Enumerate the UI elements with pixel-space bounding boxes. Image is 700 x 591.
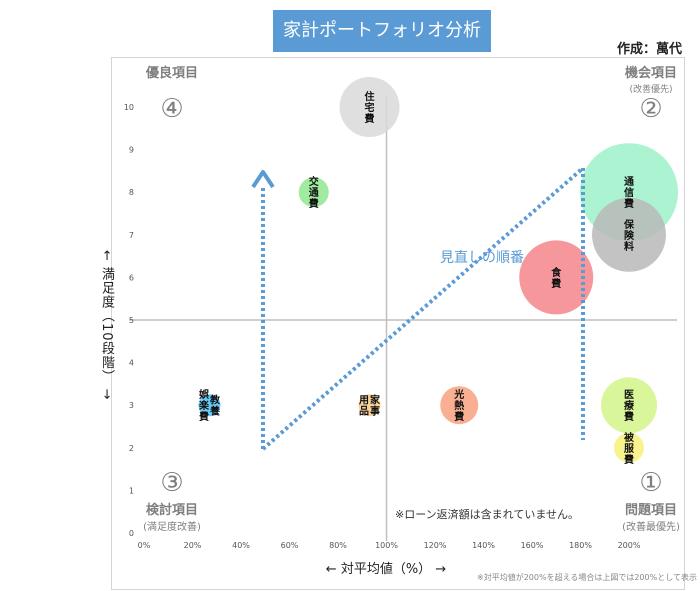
bubble <box>440 386 479 425</box>
bubble-label: 教養娯楽費 <box>198 388 221 423</box>
x-tick-label: 160% <box>521 541 544 550</box>
x-tick-label: 140% <box>472 541 495 550</box>
quadrant-label: 問題項目 <box>625 503 677 518</box>
bubble <box>358 394 381 417</box>
quadrant-label: 優良項目 <box>145 65 198 81</box>
bubble-label: 通信費 <box>624 176 634 210</box>
x-tick-label: 100% <box>375 541 398 550</box>
x-tick-label: 200% <box>618 541 641 550</box>
bubble <box>592 197 666 272</box>
quadrant-number: ④ <box>160 94 183 124</box>
x-tick-label: 20% <box>184 541 202 550</box>
y-tick-label: 4 <box>129 359 134 368</box>
bubble-label: 食費 <box>550 266 562 290</box>
quadrant-number: ① <box>639 468 662 498</box>
bubble-label: 医療費 <box>624 389 634 423</box>
bubble <box>339 77 400 137</box>
review-path-segment <box>261 166 585 451</box>
bubble <box>601 377 657 434</box>
bubble-label: 光熱費 <box>453 388 464 423</box>
x-tick-label: 0% <box>138 541 151 550</box>
quadrant-sublabel: (満足度改善) <box>143 520 201 533</box>
x-tick-label: 60% <box>281 541 299 550</box>
y-tick-label: 10 <box>124 103 134 112</box>
footnote: ※対平均値が200%を超える場合は上図では200%として表示 <box>477 573 697 582</box>
chart-title: 家計ポートフォリオ分析 <box>273 10 491 52</box>
bubble <box>298 177 329 208</box>
bubble <box>614 432 644 463</box>
x-tick-label: 40% <box>232 541 250 550</box>
plot-frame <box>111 57 685 590</box>
y-tick-label: 6 <box>129 273 134 282</box>
quadrant-number: ② <box>639 94 662 124</box>
author-label: 作成：萬代 <box>616 42 682 57</box>
quadrant-sublabel: (改善優先) <box>629 83 672 95</box>
x-tick-label: 180% <box>569 541 592 550</box>
review-path-arrowhead <box>251 170 275 189</box>
quadrant-label: 検討項目 <box>146 502 198 518</box>
bubble <box>519 240 594 315</box>
y-tick-label: 3 <box>129 401 134 410</box>
y-tick-label: 2 <box>129 444 134 453</box>
y-tick-label: 8 <box>129 188 134 197</box>
y-tick-label: 1 <box>129 486 134 495</box>
y-axis-label: ← 満足度（10段階） → <box>99 250 114 401</box>
bubble-label: 家事用品 <box>358 394 381 418</box>
quadrant-sublabel: (改善最優先) <box>622 520 680 533</box>
y-tick-label: 7 <box>129 231 134 240</box>
review-order-label: 見直しの順番 <box>440 249 524 266</box>
bubble <box>198 394 221 417</box>
y-tick-label: 0 <box>129 529 134 538</box>
y-tick-label: 9 <box>129 146 134 155</box>
x-axis-label: ← 対平均値（%） → <box>326 561 447 577</box>
bubble-label: 住宅費 <box>365 90 375 125</box>
x-tick-label: 120% <box>424 541 447 550</box>
x-tick-label: 80% <box>329 541 347 550</box>
bubble-label: 交通費 <box>309 175 319 210</box>
quadrant-number: ③ <box>160 468 183 498</box>
bubble-label: 保険料 <box>623 218 635 253</box>
quadrant-label: 機会項目 <box>625 65 677 81</box>
y-tick-label: 5 <box>129 316 134 325</box>
bubble-label: 被服費 <box>624 431 635 466</box>
loan-note: ※ローン返済額は含まれていません。 <box>395 507 579 521</box>
